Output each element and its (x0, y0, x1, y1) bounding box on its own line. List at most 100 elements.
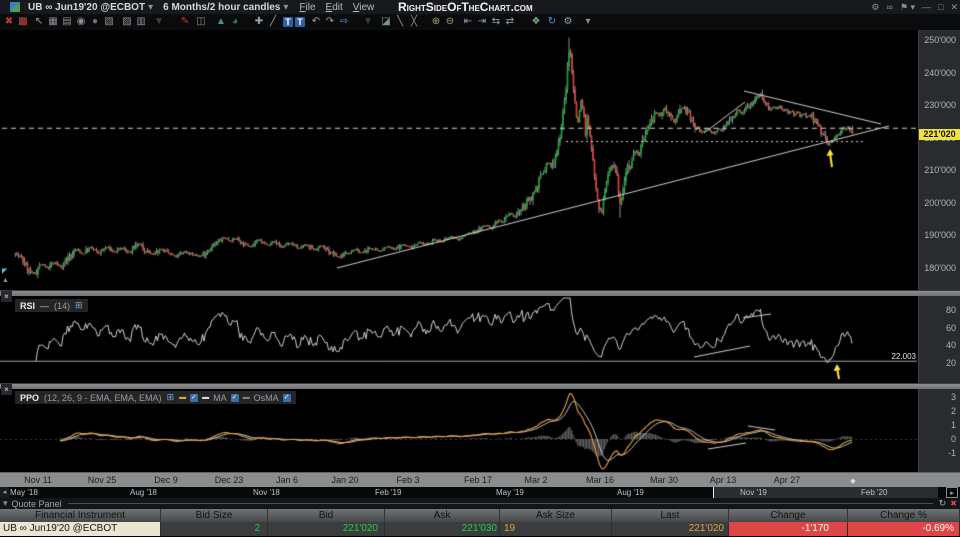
date-axis[interactable]: Nov 11Nov 25Dec 9Dec 23Jan 6Jan 20Feb 3F… (0, 472, 960, 487)
settings-gear-icon[interactable]: ⚙ (871, 2, 879, 13)
wrench-icon[interactable]: ⚙ (562, 14, 574, 30)
panel-icon[interactable]: ◪ (380, 14, 392, 30)
instrument-title[interactable]: UB ∞ Jun19'20 @ECBOT (28, 2, 145, 13)
scrollbar-period-label: Aug '18 (130, 488, 157, 497)
ppo-settings-icon[interactable]: ⊞ (167, 392, 175, 403)
text-tool-icon[interactable]: T (283, 17, 293, 27)
candlestick-style-icon[interactable]: ◫ (195, 14, 207, 30)
quote-cell-change[interactable]: -1'170 (729, 522, 848, 536)
zoom-out-icon[interactable]: ⊖ (444, 14, 456, 30)
ppo-axis[interactable]: 3210-1 (918, 389, 960, 472)
pin-icon[interactable]: ⚑ ▾ (900, 2, 915, 13)
scrollbar-left-arrow-icon[interactable]: ◂ (0, 487, 9, 498)
quote-column-header-bid[interactable]: Bid (268, 509, 385, 522)
multiline-tool-icon[interactable]: ╳ (408, 14, 420, 30)
rsi-header[interactable]: RSI — (14) ⊞ (15, 299, 88, 312)
chart-layout-icon[interactable]: ▨ (121, 14, 133, 30)
quote-column-header-financial-instrument[interactable]: Financial Instrument (0, 509, 161, 522)
date-tick-label: Mar 30 (650, 475, 678, 485)
time-scrollbar[interactable]: ◂ ▸ May '18Aug '18Nov '18Feb '19May '19A… (0, 487, 960, 498)
collapse-right-icon[interactable]: ⇥ (476, 14, 488, 30)
quote-row[interactable]: UB ∞ Jun19'20 @ECBOT2221'020221'03019221… (0, 522, 960, 536)
left-edge-marker-gray-icon[interactable]: ▲ (2, 277, 9, 284)
quote-column-header-ask-size[interactable]: Ask Size (500, 509, 612, 522)
menu-file[interactable]: File (299, 2, 315, 13)
ppo-close-button[interactable]: × (1, 384, 12, 395)
watermark-brand: RightSideOfTheChart.com (398, 0, 533, 14)
circle-tool-icon[interactable]: ● (89, 14, 101, 30)
clock-icon[interactable]: ◕ (229, 14, 241, 30)
window-controls: ⚙ ∞ ⚑ ▾ — □ ✕ (871, 0, 958, 14)
title-bar: UB ∞ Jun19'20 @ECBOT ▾ 6 Months/2 hour c… (0, 0, 960, 14)
refresh-icon[interactable]: ↻ (546, 14, 558, 30)
quote-cell-ask-size[interactable]: 19 (500, 522, 612, 536)
redo-icon[interactable]: ↷ (324, 14, 336, 30)
cursor-tool-icon[interactable]: ↖ (33, 14, 45, 30)
line-tool-icon[interactable]: ╲ (394, 14, 406, 30)
rsi-axis-label: 80 (946, 305, 956, 315)
quote-column-header-change[interactable]: Change (729, 509, 848, 522)
quote-cell-financial-instrument[interactable]: UB ∞ Jun19'20 @ECBOT (0, 522, 161, 536)
text-note-icon[interactable]: T (295, 17, 305, 27)
price-chart-canvas[interactable] (0, 30, 918, 290)
crosshair-icon[interactable]: ✚ (253, 14, 265, 30)
grid-layout-icon[interactable]: ▥ (135, 14, 147, 30)
date-tick-label: Nov 11 (24, 475, 52, 485)
collapse-left-icon[interactable]: ⇤ (462, 14, 474, 30)
draw-pen-icon[interactable]: ✎ (179, 14, 191, 30)
rsi-chart-canvas[interactable] (0, 296, 918, 383)
menu-view[interactable]: View (353, 2, 375, 13)
grid-icon[interactable]: ▦ (47, 14, 59, 30)
timeframe-dropdown-icon[interactable]: ▾ (283, 2, 288, 13)
quote-panel-title: Quote Panel (12, 499, 62, 509)
dropdown-triangle-icon[interactable]: ▼ (153, 14, 165, 30)
quote-cell-last[interactable]: 221'020 (612, 522, 729, 536)
dropdown-triangle-2-icon[interactable]: ▼ (362, 14, 374, 30)
area-chart-icon[interactable]: ▲ (215, 14, 227, 30)
minimize-icon[interactable]: — (922, 2, 931, 12)
trendline-tool-icon[interactable]: ╱ (267, 14, 279, 30)
rsi-axis[interactable]: 80604020 (918, 296, 960, 383)
maximize-icon[interactable]: □ (938, 2, 943, 12)
ppo-legend-checkbox[interactable]: ✓ (283, 394, 291, 402)
ppo-header[interactable]: PPO (12, 26, 9 - EMA, EMA, EMA) ⊞ ▬✓▬MA✓… (15, 391, 296, 404)
more-tools-dropdown-icon[interactable]: ▾ (582, 14, 594, 30)
forward-arrow-icon[interactable]: ⇨ (338, 14, 350, 30)
quote-column-header-bid-size[interactable]: Bid Size (161, 509, 268, 522)
quote-cell-ask[interactable]: 221'030 (385, 522, 500, 536)
left-edge-marker-cyan-icon[interactable]: ◤ (2, 268, 7, 275)
zoom-in-icon[interactable]: ⊕ (430, 14, 442, 30)
timeframe-selector[interactable]: 6 Months/2 hour candles (163, 2, 280, 13)
palette-icon[interactable]: ❖ (530, 14, 542, 30)
delete-study-icon[interactable]: ✖ (3, 14, 15, 30)
chart-thumbnail-icon[interactable]: ▧ (103, 14, 115, 30)
link-icon[interactable]: ∞ (887, 2, 893, 12)
quote-close-icon[interactable]: ✖ (950, 499, 957, 508)
menu-edit[interactable]: Edit (326, 2, 343, 13)
quote-cell-change-[interactable]: -0.69% (848, 522, 960, 536)
date-tick-label: Feb 3 (396, 475, 419, 485)
ppo-legend-checkbox[interactable]: ✓ (190, 394, 198, 402)
scrollbar-right-arrow-icon[interactable]: ▸ (946, 487, 958, 498)
close-icon[interactable]: ✕ (950, 2, 958, 13)
quote-column-header-last[interactable]: Last (612, 509, 729, 522)
ppo-legend-checkbox[interactable]: ✓ (231, 394, 239, 402)
ppo-legend-label: OsMA (254, 393, 279, 403)
bar-spacing-icon[interactable]: ⇆ (490, 14, 502, 30)
quote-cell-bid[interactable]: 221'020 (268, 522, 385, 536)
region-select-icon[interactable]: ▩ (17, 14, 29, 30)
snapshot-icon[interactable]: ◉ (75, 14, 87, 30)
quote-column-header-ask[interactable]: Ask (385, 509, 500, 522)
quote-cell-bid-size[interactable]: 2 (161, 522, 268, 536)
rsi-close-button[interactable]: × (1, 291, 12, 302)
quote-refresh-icon[interactable]: ↻ (939, 498, 947, 509)
rsi-settings-icon[interactable]: ⊞ (75, 300, 83, 311)
bar-spacing-2-icon[interactable]: ⇄ (504, 14, 516, 30)
ppo-legend-label: MA (213, 393, 227, 403)
price-axis[interactable]: 250'000240'000230'000220'000210'000200'0… (918, 30, 960, 290)
instrument-dropdown-icon[interactable]: ▾ (148, 2, 153, 13)
quote-panel-collapse-icon[interactable]: ▾ (3, 498, 8, 509)
quote-column-header-change-[interactable]: Change % (848, 509, 960, 522)
undo-icon[interactable]: ↶ (310, 14, 322, 30)
print-icon[interactable]: ▤ (61, 14, 73, 30)
